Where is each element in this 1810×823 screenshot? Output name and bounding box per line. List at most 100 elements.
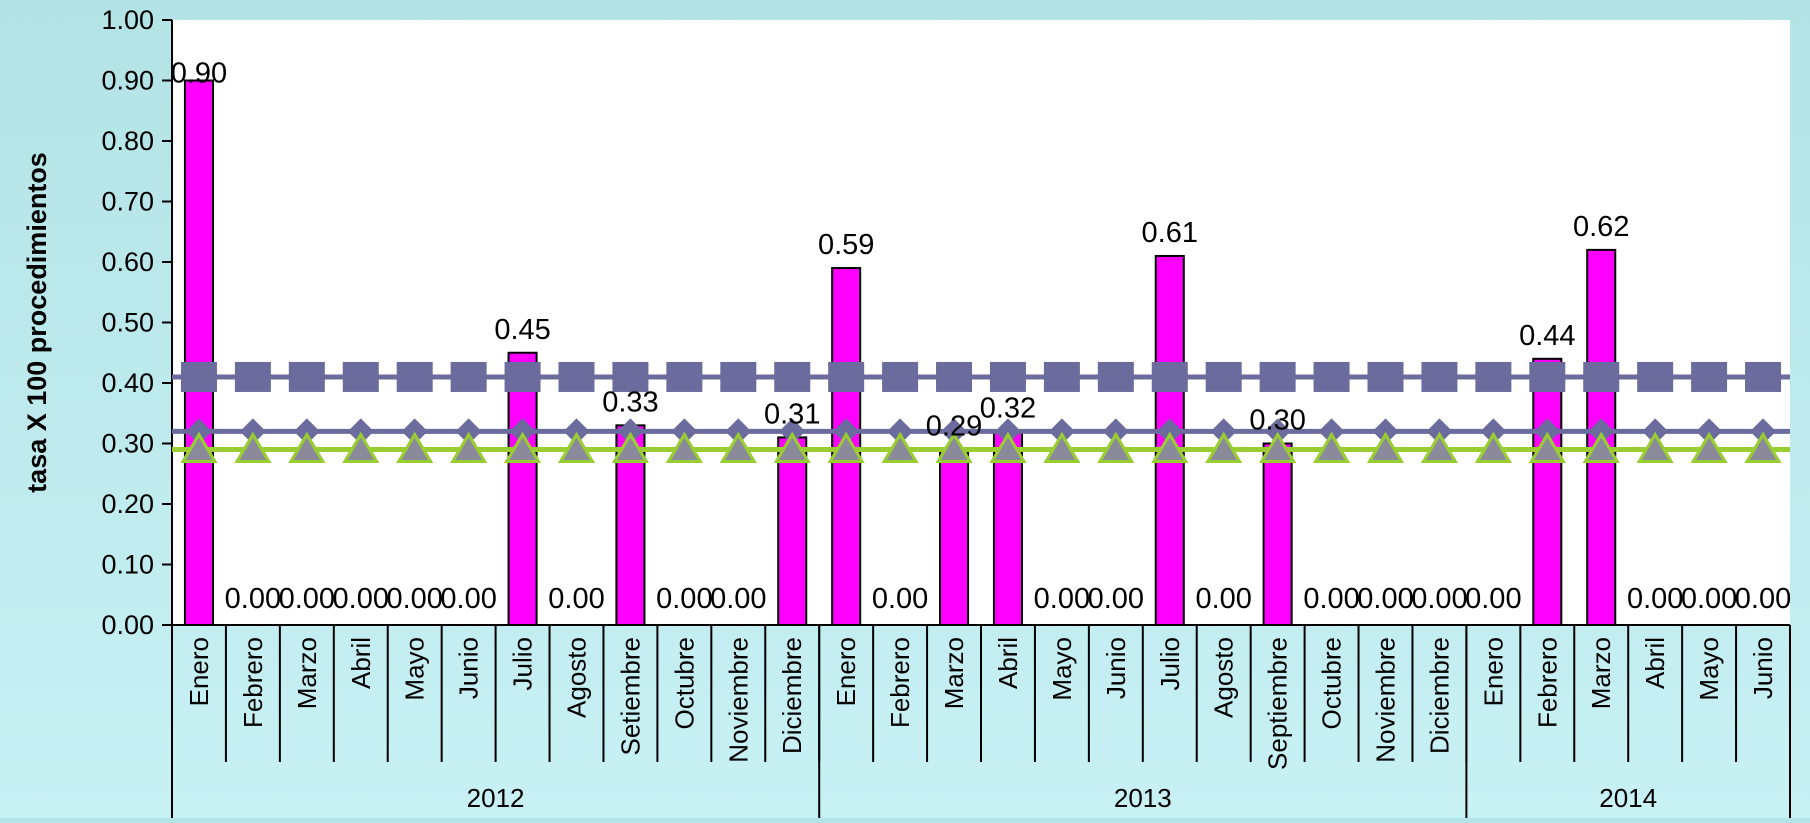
- line-marker-square: [396, 361, 433, 392]
- x-tick-label: Enero: [831, 637, 861, 706]
- line-marker-triangle: [180, 431, 218, 464]
- line-marker-triangle: [1420, 431, 1459, 464]
- x-tick-label: Noviembre: [1371, 637, 1401, 763]
- line-marker-triangle: [1528, 431, 1566, 464]
- line-marker-diamond: [347, 418, 374, 445]
- line-marker-square: [612, 361, 649, 392]
- line-marker-triangle: [1474, 431, 1512, 464]
- year-label: 2013: [1114, 783, 1172, 813]
- line-marker-diamond: [725, 418, 752, 445]
- line-marker-diamond: [994, 418, 1021, 445]
- line-marker-diamond: [1588, 418, 1615, 445]
- data-label: 0.00: [1088, 583, 1144, 615]
- data-label: 0.32: [980, 392, 1036, 424]
- line-marker-diamond: [1048, 418, 1075, 445]
- y-tick-label: 0.20: [101, 489, 154, 519]
- line-marker-square: [1259, 361, 1296, 392]
- data-label: 0.00: [872, 583, 928, 615]
- line-marker-square: [1043, 361, 1080, 392]
- data-label: 0.00: [710, 583, 766, 615]
- bar: [507, 351, 538, 626]
- data-label: 0.00: [1303, 583, 1359, 615]
- line-marker-triangle: [989, 431, 1027, 464]
- line-marker-triangle: [1744, 431, 1782, 464]
- bar: [777, 436, 808, 627]
- y-tick-label: 0.80: [101, 126, 154, 156]
- data-label: 0.00: [440, 583, 496, 615]
- y-tick-label: 0.90: [101, 66, 154, 96]
- x-tick-label: Setiembre: [615, 637, 645, 756]
- line-marker-diamond: [941, 418, 968, 445]
- bar: [939, 448, 970, 626]
- line-marker-triangle: [234, 431, 272, 464]
- data-label: 0.30: [1249, 405, 1305, 437]
- line-marker-triangle: [1151, 431, 1189, 464]
- x-tick-label: Junio: [454, 637, 484, 699]
- data-label: 0.00: [279, 583, 335, 615]
- line-marker-triangle: [557, 431, 596, 464]
- line-marker-triangle: [1366, 431, 1405, 464]
- x-tick-label: Abril: [993, 637, 1023, 689]
- data-label: 0.00: [548, 583, 604, 615]
- line-marker-triangle: [611, 431, 650, 464]
- bar: [992, 430, 1023, 626]
- line-marker-diamond: [1480, 418, 1507, 445]
- data-label: 0.33: [602, 386, 658, 418]
- line-marker-triangle: [1097, 431, 1135, 464]
- x-tick-label: Marzo: [939, 637, 969, 709]
- line-marker-diamond: [1102, 418, 1129, 445]
- data-label: 0.00: [656, 583, 712, 615]
- x-tick-label: Septiembre: [1263, 637, 1293, 770]
- x-tick-label: Marzo: [292, 637, 322, 709]
- plot-area: [172, 20, 1790, 625]
- line-marker-diamond: [671, 418, 698, 445]
- line-marker-square: [180, 361, 217, 392]
- data-label: 0.45: [494, 314, 550, 346]
- x-tick-label: Marzo: [1586, 637, 1616, 709]
- x-tick-label: Abril: [346, 637, 376, 689]
- line-marker-diamond: [239, 418, 266, 445]
- line-marker-diamond: [455, 418, 482, 445]
- data-label: 0.00: [1735, 583, 1791, 615]
- x-tick-label: Julio: [508, 637, 538, 690]
- line-marker-triangle: [665, 431, 703, 464]
- y-tick-label: 0.10: [101, 550, 154, 580]
- line-marker-square: [504, 361, 541, 392]
- line-marker-diamond: [779, 418, 806, 445]
- line-marker-square: [342, 361, 379, 392]
- line-marker-square: [1583, 361, 1620, 392]
- y-tick-label: 0.70: [101, 187, 154, 217]
- x-tick-label: Mayo: [1047, 637, 1077, 701]
- x-tick-label: Febrero: [885, 637, 915, 728]
- line-marker-diamond: [1264, 418, 1291, 445]
- data-label: 0.00: [1627, 583, 1683, 615]
- line-marker-diamond: [617, 418, 644, 445]
- line-marker-triangle: [935, 431, 973, 464]
- line-marker-square: [1691, 361, 1728, 392]
- x-tick-label: Febrero: [238, 637, 268, 728]
- line-marker-triangle: [450, 431, 488, 464]
- x-tick-label: Enero: [1478, 637, 1508, 706]
- line-marker-square: [288, 361, 325, 392]
- data-label: 0.00: [1195, 583, 1251, 615]
- line-marker-square: [936, 361, 973, 392]
- data-label: 0.00: [225, 583, 281, 615]
- line-marker-diamond: [1642, 418, 1669, 445]
- y-axis-title: tasa X 100 procedimientos: [22, 152, 52, 493]
- x-tick-label: Agosto: [1209, 637, 1239, 718]
- x-tick-label: Noviembre: [723, 637, 753, 763]
- line-marker-triangle: [1636, 431, 1674, 464]
- line-marker-diamond: [887, 418, 914, 445]
- data-label: 0.00: [1034, 583, 1090, 615]
- y-tick-label: 1.00: [101, 5, 154, 35]
- line-marker-diamond: [1156, 418, 1183, 445]
- line-marker-square: [989, 361, 1026, 392]
- data-label: 0.00: [333, 583, 389, 615]
- line-marker-square: [828, 361, 865, 392]
- line-marker-square: [774, 361, 811, 392]
- data-label: 0.62: [1573, 211, 1629, 243]
- line-marker-triangle: [719, 431, 757, 464]
- line-marker-square: [450, 361, 487, 392]
- bar: [183, 79, 214, 626]
